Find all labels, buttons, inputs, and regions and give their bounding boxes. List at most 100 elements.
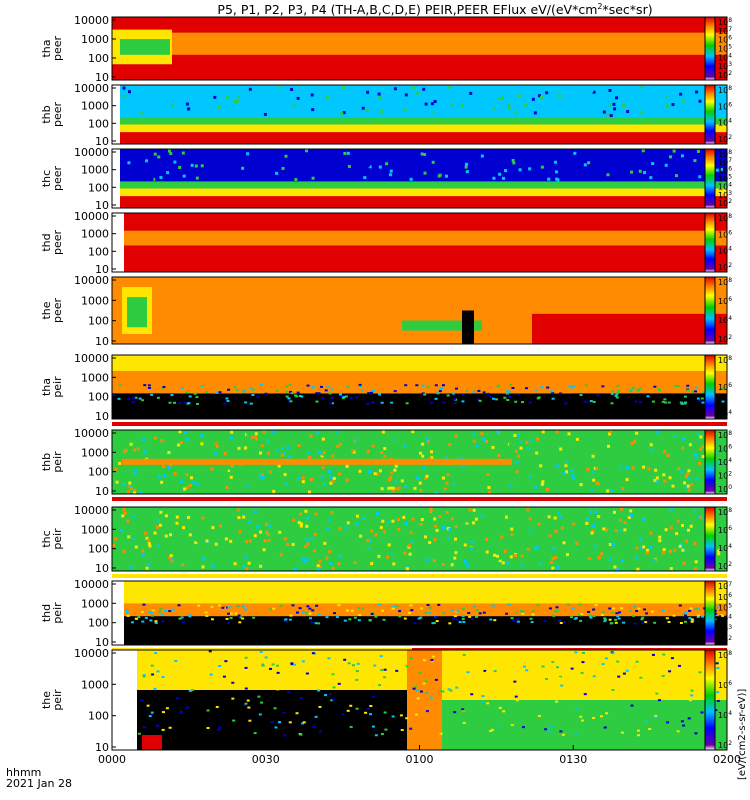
noise-speckle [283, 473, 287, 477]
noise-speckle [635, 660, 639, 663]
noise-speckle [299, 524, 303, 528]
noise-speckle [618, 518, 622, 522]
noise-speckle [549, 560, 553, 564]
noise-speckle [284, 618, 288, 621]
noise-speckle [276, 671, 280, 674]
noise-speckle [233, 100, 237, 104]
y-tick-label: 100 [88, 543, 109, 556]
noise-speckle [424, 477, 428, 481]
noise-speckle [486, 473, 490, 477]
noise-speckle [657, 388, 661, 391]
noise-speckle [137, 616, 141, 619]
noise-speckle [294, 178, 298, 182]
noise-speckle [188, 107, 192, 111]
noise-speckle [201, 557, 205, 561]
noise-speckle [609, 488, 613, 492]
data-gap [112, 149, 120, 208]
noise-speckle [483, 94, 487, 98]
noise-speckle [380, 609, 384, 612]
colorbar-tick-label: 107 [718, 581, 732, 591]
noise-speckle [587, 161, 591, 165]
noise-speckle [596, 482, 600, 486]
noise-speckle [489, 618, 493, 621]
noise-speckle [409, 604, 413, 607]
colorbar-tick-label: 108 [718, 213, 732, 223]
noise-speckle [518, 168, 522, 172]
noise-speckle [478, 612, 482, 615]
noise-speckle [306, 542, 310, 546]
noise-speckle [428, 612, 432, 615]
noise-speckle [555, 700, 559, 703]
noise-speckle [416, 476, 420, 480]
y-tick-label: 10000 [74, 274, 109, 287]
noise-speckle [254, 437, 258, 441]
noise-speckle [697, 514, 701, 518]
noise-speckle [321, 466, 325, 470]
noise-speckle [371, 390, 375, 393]
noise-speckle [480, 154, 484, 158]
noise-speckle [572, 384, 576, 387]
noise-speckle [326, 681, 330, 684]
noise-speckle [366, 539, 370, 543]
noise-speckle [242, 515, 246, 519]
y-tick-label: 100 [88, 181, 109, 194]
noise-speckle [164, 609, 168, 612]
noise-speckle [174, 660, 178, 663]
noise-speckle [177, 443, 181, 447]
noise-speckle [355, 490, 359, 494]
spectrogram-band [120, 181, 727, 189]
noise-speckle [539, 464, 543, 468]
noise-speckle [504, 662, 508, 665]
noise-speckle [408, 611, 412, 614]
noise-speckle [685, 441, 689, 445]
noise-speckle [279, 553, 283, 557]
noise-speckle [114, 537, 118, 541]
noise-speckle [224, 606, 228, 609]
noise-speckle [418, 451, 422, 455]
noise-speckle [605, 712, 609, 715]
noise-speckle [698, 399, 702, 402]
noise-speckle [602, 527, 606, 531]
noise-speckle [523, 103, 527, 107]
noise-speckle [509, 483, 513, 487]
noise-speckle [671, 484, 675, 488]
noise-speckle [132, 565, 136, 569]
noise-speckle [356, 606, 360, 609]
y-tick-label: 10000 [74, 210, 109, 223]
noise-speckle [507, 105, 511, 109]
noise-speckle [264, 392, 268, 395]
noise-speckle [687, 717, 691, 720]
noise-speckle [663, 401, 667, 404]
noise-speckle [514, 110, 518, 114]
noise-speckle [543, 619, 547, 622]
noise-speckle [446, 394, 450, 397]
colorbar [704, 649, 716, 751]
noise-speckle [640, 546, 644, 550]
noise-speckle [375, 443, 379, 447]
noise-speckle [416, 91, 420, 95]
noise-speckle [568, 488, 572, 492]
noise-speckle [271, 663, 275, 666]
status-bar [112, 574, 727, 578]
noise-speckle [226, 466, 230, 470]
noise-speckle [629, 513, 633, 517]
noise-speckle [597, 556, 601, 560]
noise-speckle [153, 152, 157, 156]
noise-speckle [475, 615, 479, 618]
noise-speckle [565, 461, 569, 465]
noise-speckle [325, 556, 329, 560]
noise-speckle [570, 473, 574, 477]
noise-speckle [590, 89, 594, 93]
noise-speckle [482, 472, 486, 476]
noise-speckle [599, 164, 603, 168]
noise-speckle [215, 177, 219, 181]
noise-speckle [631, 466, 635, 470]
noise-speckle [599, 715, 603, 718]
noise-speckle [547, 430, 551, 434]
noise-speckle [311, 108, 315, 112]
noise-speckle [272, 430, 276, 434]
noise-speckle [584, 384, 588, 387]
spectrogram-band [124, 616, 727, 645]
noise-speckle [507, 104, 511, 108]
